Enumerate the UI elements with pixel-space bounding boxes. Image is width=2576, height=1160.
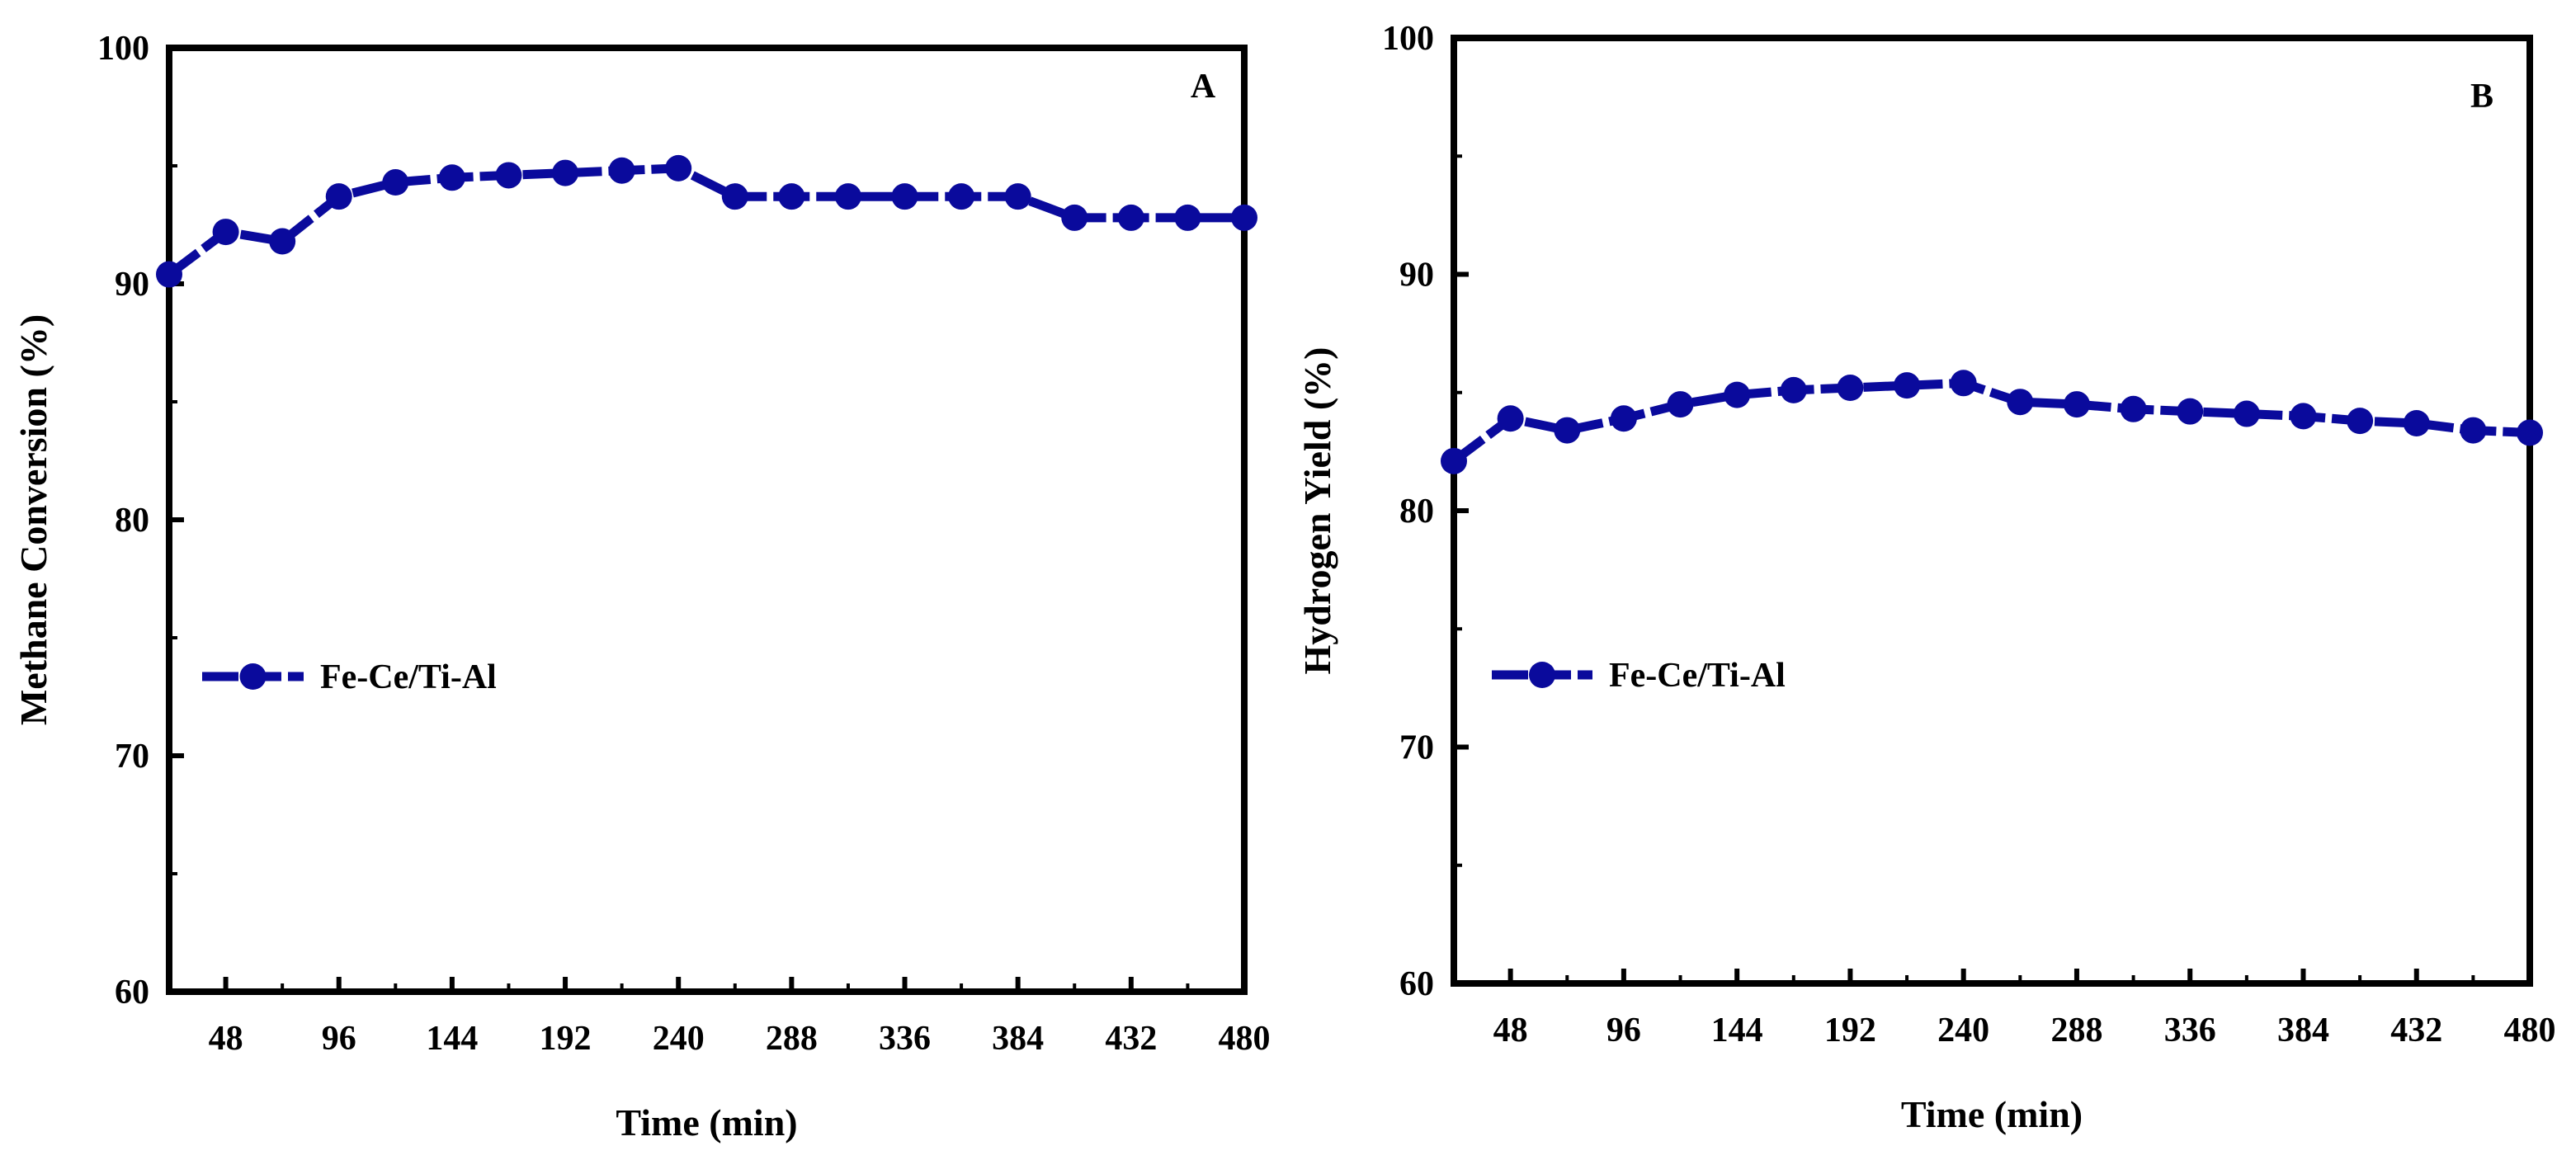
x-tick-label: 384 [992,1020,1044,1058]
series-line [166,163,1244,278]
data-point [2290,403,2317,430]
x-tick-label: 336 [2164,1011,2216,1049]
x-tick-label: 48 [1493,1011,1528,1049]
x-tick-label: 432 [2390,1011,2442,1049]
data-point [1231,204,1257,231]
panel-letter: B [2470,78,2493,116]
data-point [948,183,975,210]
x-tick-label: 144 [426,1020,478,1058]
data-point [495,162,522,189]
y-tick-label: 100 [1382,20,1434,58]
data-point [2460,417,2487,444]
data-point [1667,391,1694,418]
y-tick-label: 80 [1399,493,1434,530]
y-tick-label: 90 [115,266,149,304]
data-point [2517,419,2543,446]
data-point [2233,400,2260,427]
series-0 [156,154,1257,288]
data-point [1497,405,1524,432]
data-point [665,154,692,182]
x-tick-label: 48 [209,1020,243,1058]
data-point [834,183,861,210]
data-point [1554,417,1581,444]
x-tick-label: 384 [2277,1011,2329,1049]
plot-frame [1451,35,2533,987]
x-axis-label: Time (min) [616,1101,797,1143]
y-tick-label: 70 [115,738,149,776]
data-point [382,169,409,196]
data-point [212,219,239,246]
y-tick-label: 80 [115,502,149,540]
data-point [608,157,635,184]
data-point [1610,405,1637,432]
data-point [891,183,918,210]
data-point [1004,183,1031,210]
x-tick-label: 432 [1105,1020,1157,1058]
y-tick-label: 90 [1399,257,1434,295]
x-tick-label: 240 [653,1020,705,1058]
data-point [1950,370,1977,397]
data-point [2403,409,2430,436]
legend: Fe-Ce/Ti-Al [1492,657,1786,695]
x-tick-label: 480 [1219,1020,1271,1058]
x-tick-label: 96 [322,1020,356,1058]
y-axis-label: Methane Conversion (%) [12,314,54,725]
data-point [156,261,182,288]
legend-marker [1529,662,1555,688]
x-tick-label: 288 [766,1020,818,1058]
x-tick-label: 144 [1711,1011,1763,1049]
data-point [325,183,352,210]
data-point [1780,376,1807,403]
x-tick-label: 240 [1937,1011,1989,1049]
legend: Fe-Ce/Ti-Al [202,658,497,696]
chart-panel-b: 60 70 80 90 100 48 96 144 192 240 288 336 384 432 480 T… [1296,20,2556,1135]
data-point [269,228,296,255]
data-point [2177,398,2204,425]
data-point [2347,408,2374,435]
data-point [1117,204,1144,231]
legend-label: Fe-Ce/Ti-Al [320,658,497,696]
y-axis-label: Hydrogen Yield (%) [1296,347,1338,675]
panel-letter: A [1191,68,1216,106]
data-point [552,159,579,186]
y-tick-label: 60 [115,974,149,1011]
y-tick-label: 70 [1399,729,1434,767]
data-point [2063,391,2090,418]
data-point [1441,447,1467,474]
data-point [1061,204,1088,231]
legend-marker [239,663,267,690]
data-point [1894,372,1921,399]
data-point [1837,375,1864,402]
chart-panel-a: 60 70 80 90 100 48 96 144 192 240 288 336 384 432 480 T… [12,30,1271,1143]
x-tick-label: 96 [1606,1011,1641,1049]
legend-label: Fe-Ce/Ti-Al [1609,657,1786,695]
x-tick-label: 192 [1824,1011,1876,1049]
data-point [2120,395,2147,422]
data-point [1724,381,1751,408]
x-tick-label: 336 [879,1020,931,1058]
data-point [438,164,465,191]
data-point [721,183,748,210]
series-0 [1441,370,2543,474]
data-point [1174,204,1201,231]
data-point [2007,389,2034,416]
data-point [778,183,805,210]
x-axis-label: Time (min) [1901,1093,2083,1135]
x-tick-label: 192 [540,1020,592,1058]
y-tick-label: 100 [97,30,149,68]
x-tick-label: 288 [2050,1011,2102,1049]
x-tick-label: 480 [2504,1011,2556,1049]
y-tick-label: 60 [1399,965,1434,1003]
